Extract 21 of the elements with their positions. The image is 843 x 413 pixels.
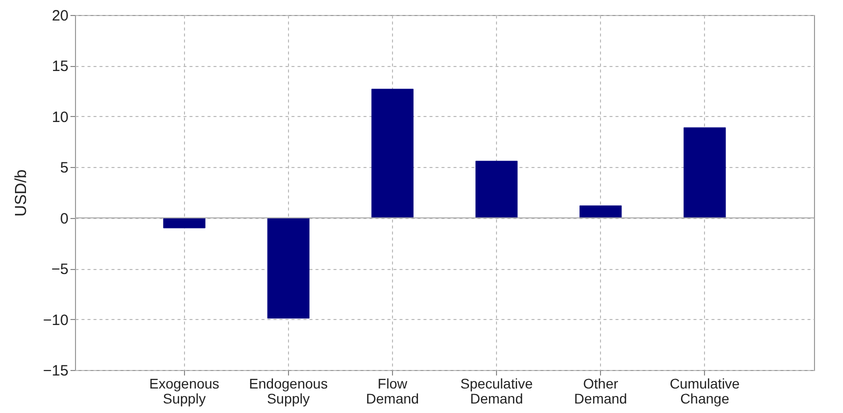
x-tick-label: Endogenous Supply [249,376,328,406]
y-tick-label: −5 [51,261,68,278]
x-tick-label: Flow Demand [366,376,419,406]
x-tick-label: Speculative Demand [460,376,533,406]
bar [267,218,310,319]
y-tick-label: −15 [43,362,68,380]
y-tick-label: 0 [60,210,68,228]
y-tick-label: 15 [52,58,68,76]
y-tick-label: 20 [52,8,68,24]
bar [371,88,414,218]
y-tick-label: −10 [43,312,68,329]
y-tick-label: 5 [60,160,68,177]
bar [684,127,726,218]
bar [580,205,622,218]
x-tick-label: Cumulative Change [670,376,740,406]
y-tick-label: 10 [52,108,68,126]
y-axis-title: USD/b [13,169,30,217]
bar [163,218,206,228]
x-tick-label: Exogenous Supply [149,376,220,406]
x-tick-label: Other Demand [574,376,628,406]
bar [475,160,518,218]
